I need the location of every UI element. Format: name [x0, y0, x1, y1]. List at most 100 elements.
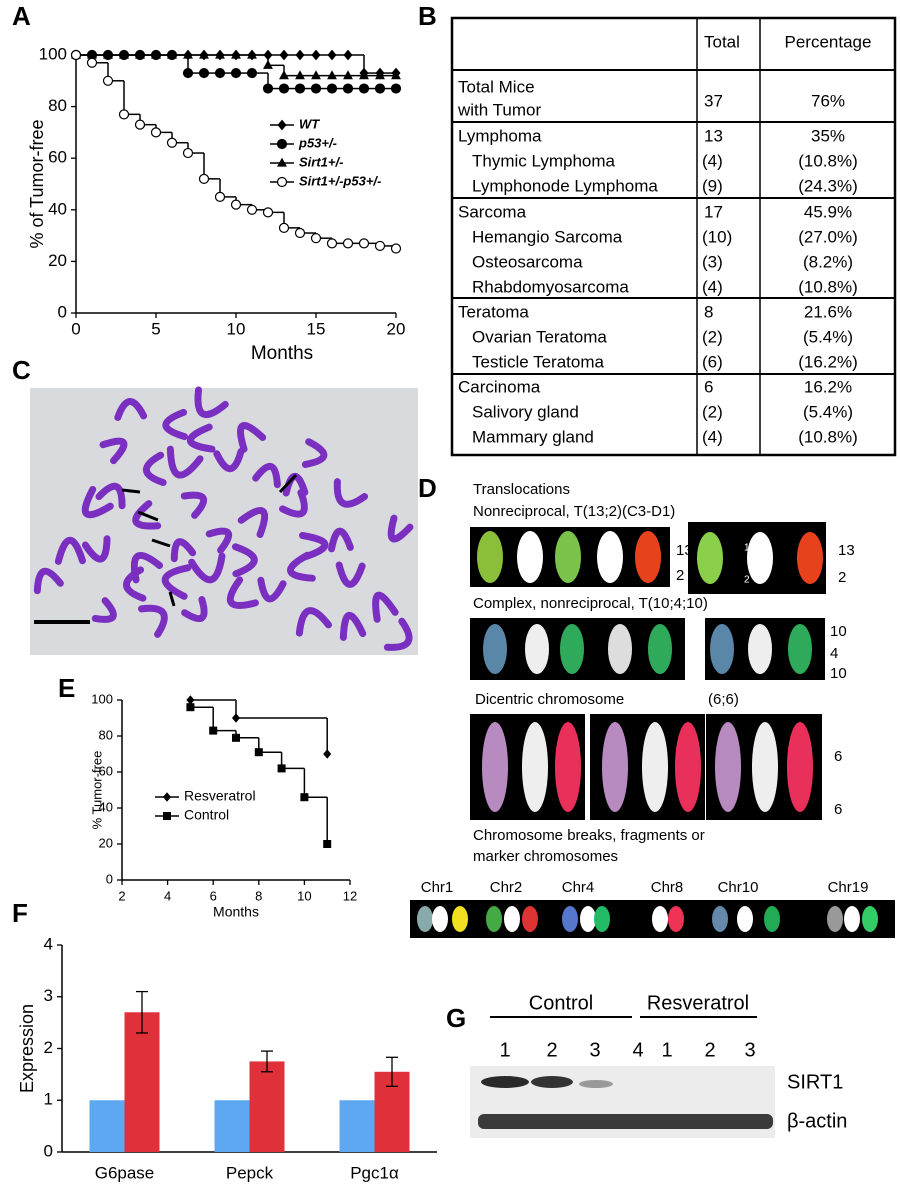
marker [199, 49, 209, 59]
chromosome [137, 604, 168, 638]
marker [86, 57, 98, 68]
y-tick-label: 2 [44, 1038, 53, 1057]
marker [166, 137, 178, 148]
cell: (3) [702, 252, 723, 271]
lane-label: 2 [704, 1039, 715, 1061]
marker [343, 49, 353, 61]
chromosome [339, 611, 367, 641]
marker [323, 749, 332, 759]
marker [262, 207, 274, 218]
y-tick-label: 40 [48, 199, 67, 218]
x-tick-label: 6 [210, 888, 217, 903]
panel-label: D [418, 473, 437, 503]
chromosome-spot [844, 906, 860, 932]
marker [358, 83, 370, 94]
cell: (2) [702, 327, 723, 346]
marker [103, 49, 113, 59]
bar [89, 1100, 125, 1152]
marker [209, 726, 218, 735]
chromosome-label: 6 [834, 801, 842, 818]
chromosome-spot [483, 624, 507, 674]
cell: (10.8%) [798, 277, 858, 296]
marker [342, 83, 354, 94]
x-tick-label: 4 [164, 888, 171, 903]
marker [311, 70, 321, 80]
chromosome-name: Chr19 [828, 879, 869, 896]
y-tick-label: 60 [48, 148, 67, 167]
panel-label: E [58, 673, 75, 703]
chromosome [81, 486, 114, 519]
chromosome-spot [562, 906, 578, 932]
chromosome-label: 13 [676, 542, 693, 559]
column-header: Percentage [785, 32, 872, 51]
marker [278, 83, 290, 94]
marker [295, 70, 305, 80]
lane-label: 1 [661, 1039, 672, 1061]
chromosome-name: Chr8 [651, 879, 684, 896]
row-label: Total Mice [458, 77, 535, 96]
chromosome-spot [668, 906, 684, 932]
cell: (4) [702, 427, 723, 446]
chromosome [205, 527, 233, 554]
bar [124, 1012, 160, 1152]
cell: (2) [702, 402, 723, 421]
western-blot [470, 1016, 775, 1138]
chromosome [226, 576, 259, 610]
chromosome [188, 552, 226, 584]
y-axis-label: % of Tumor-free [27, 119, 47, 248]
x-tick-label: 10 [297, 888, 311, 903]
lane-label: 4 [632, 1039, 643, 1061]
chromosome [170, 538, 197, 563]
marker [119, 49, 129, 59]
chromosome-label: 10 [830, 623, 847, 640]
blot-group: Resveratrol [647, 992, 749, 1014]
karyotype-caption: marker chromosomes [473, 848, 618, 865]
chromosome [194, 386, 229, 418]
chromosome-name: Chr4 [562, 879, 595, 896]
chromosome [257, 576, 287, 603]
chromosome-spot [602, 722, 628, 812]
marker [198, 67, 210, 79]
marker [326, 238, 338, 249]
cell: (4) [702, 151, 723, 170]
marker [359, 70, 369, 80]
marker [277, 157, 287, 167]
chromosome-spot [522, 906, 538, 932]
marker [310, 233, 322, 244]
marker [343, 70, 353, 80]
chromosome [186, 423, 216, 453]
chromosome [335, 561, 366, 588]
karyotype-caption: Dicentric chromosome [475, 691, 624, 708]
cell: (8.2%) [803, 252, 853, 271]
row-label: Osteosarcoma [472, 252, 583, 271]
chromosome [295, 607, 332, 637]
inset-label: 13 [744, 543, 756, 554]
chromosome [237, 507, 269, 539]
marker [163, 812, 171, 820]
marker [232, 733, 240, 742]
cell: (5.4%) [803, 327, 853, 346]
marker [391, 70, 401, 80]
chromosome [252, 463, 281, 489]
y-tick-label: 20 [48, 251, 67, 270]
legend-label: p53+/- [298, 135, 337, 150]
y-tick-label: 0 [106, 871, 113, 886]
marker [151, 49, 161, 59]
marker [375, 70, 385, 80]
marker [374, 83, 386, 94]
karyotype-caption: Chromosome breaks, fragments or [473, 827, 705, 844]
cell: (5.4%) [803, 402, 853, 421]
panel-label: F [12, 898, 28, 928]
chromosome-spot [522, 722, 548, 812]
marker [311, 49, 321, 61]
chromosome [123, 566, 147, 602]
y-tick-label: 40 [99, 799, 113, 814]
chromosome [328, 527, 354, 553]
chromosome-spot [862, 906, 878, 932]
karyotype-caption: (6;6) [708, 691, 739, 708]
chromosome-spot [712, 906, 728, 932]
y-tick-label: 0 [58, 302, 67, 321]
chromosome [114, 398, 148, 421]
x-tick-label: 12 [343, 888, 357, 903]
chromosome-spot [580, 906, 596, 932]
